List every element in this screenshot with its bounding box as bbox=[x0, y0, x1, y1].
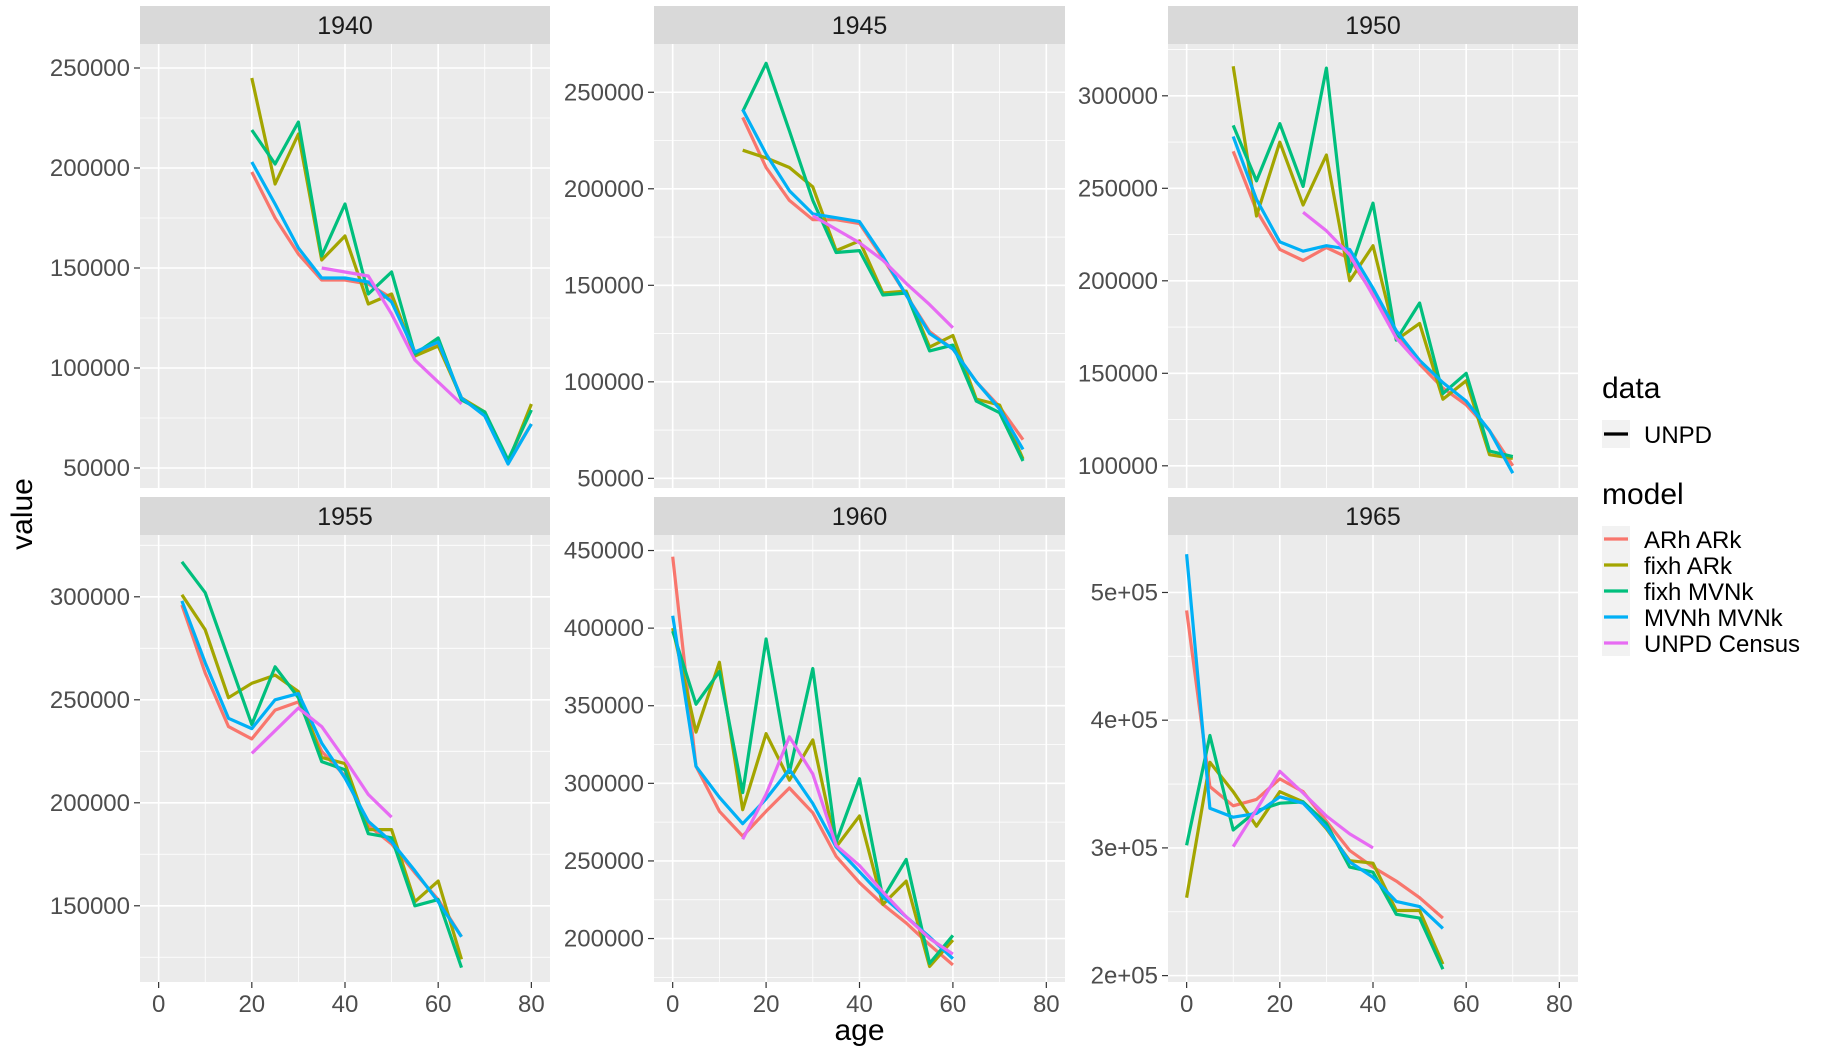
panel-1950-y-tick-label: 300000 bbox=[1078, 83, 1158, 110]
panel-1965-y-tick-label: 5e+05 bbox=[1091, 579, 1158, 606]
panel-1955-series-unpd-census bbox=[250, 706, 393, 819]
panel-1960-series-arh-ark bbox=[671, 556, 954, 967]
panel-1955-y-tick-label: 250000 bbox=[50, 687, 130, 714]
legend-data-label: UNPD bbox=[1644, 422, 1712, 449]
panel-1950-strip-label: 1950 bbox=[1345, 12, 1401, 40]
panel-1940-y-tick-label: 100000 bbox=[50, 355, 130, 382]
panel-1965-x-tick-label: 60 bbox=[1453, 991, 1480, 1018]
panel-1940-series-fixh-mvnk bbox=[250, 120, 533, 462]
panel-1960-y-tick-label: 250000 bbox=[564, 848, 644, 875]
panel-1955-y-tick-label: 150000 bbox=[50, 893, 130, 920]
panel-1940-y-tick-label: 250000 bbox=[50, 55, 130, 82]
panel-1945-y-tick-label: 250000 bbox=[564, 79, 644, 106]
panel-1945-series-mvnh-mvnk bbox=[741, 108, 1025, 451]
panel-1950-y-tick-label: 200000 bbox=[1078, 268, 1158, 295]
panel-1950-series-fixh-mvnk bbox=[1231, 66, 1514, 459]
panel-1955-x-tick-label: 40 bbox=[332, 991, 359, 1018]
panel-1955-x-tick-label: 60 bbox=[425, 991, 452, 1018]
panel-1960-x-tick-label: 40 bbox=[846, 991, 873, 1018]
panel-1945-strip-label: 1945 bbox=[832, 12, 888, 40]
panel-1950-series-unpd-census bbox=[1302, 211, 1421, 366]
legend-model-title: model bbox=[1602, 478, 1684, 511]
panel-1940-y-tick-label: 200000 bbox=[50, 155, 130, 182]
panel-1955-y-tick-label: 200000 bbox=[50, 790, 130, 817]
panel-1945-y-tick-label: 150000 bbox=[564, 272, 644, 299]
panel-1945-series-fixh-mvnk bbox=[741, 61, 1025, 462]
legend-model-label-arh-ark: ARh ARk bbox=[1644, 527, 1742, 554]
panel-1955-y-tick-label: 300000 bbox=[50, 584, 130, 611]
panel-1950-series-mvnh-mvnk bbox=[1231, 135, 1515, 474]
panel-1940-series-mvnh-mvnk bbox=[250, 161, 533, 466]
panel-1940-strip-label: 1940 bbox=[317, 12, 373, 40]
panel-1940-strip bbox=[140, 6, 550, 44]
panel-1960-x-tick-label: 60 bbox=[940, 991, 967, 1018]
panel-1960-series-fixh-ark bbox=[671, 627, 955, 969]
panel-1960-y-tick-label: 450000 bbox=[564, 538, 644, 565]
panel-1960-series-unpd-census bbox=[741, 735, 954, 956]
panel-1955-x-tick-label: 80 bbox=[518, 991, 545, 1018]
panel-1955-series-mvnh-mvnk bbox=[180, 600, 463, 938]
panel-1950-series-fixh-ark bbox=[1231, 65, 1514, 460]
panel-1955-x-tick-label: 0 bbox=[152, 991, 165, 1018]
panel-1965-strip bbox=[1168, 497, 1578, 535]
x-axis-title: age bbox=[834, 1014, 884, 1047]
panel-1960-x-tick-label: 20 bbox=[753, 991, 780, 1018]
panel-1965-series-unpd-census bbox=[1231, 769, 1374, 850]
panel-1960-y-tick-label: 350000 bbox=[564, 693, 644, 720]
panel-1950-y-tick-label: 250000 bbox=[1078, 175, 1158, 202]
panel-1960-series-fixh-mvnk bbox=[671, 630, 955, 966]
panel-1940-y-tick-label: 50000 bbox=[63, 455, 130, 482]
panel-1960-strip bbox=[654, 497, 1065, 535]
panel-1940-y-tick-label: 150000 bbox=[50, 255, 130, 282]
panel-1945-strip bbox=[654, 6, 1065, 44]
panel-1955-strip-label: 1955 bbox=[317, 503, 373, 531]
panel-1960-x-tick-label: 0 bbox=[666, 991, 679, 1018]
panel-1965-x-tick-label: 80 bbox=[1546, 991, 1573, 1018]
legend-model-label-fixh-ark: fixh ARk bbox=[1644, 553, 1733, 580]
legend-model-label-mvnh-mvnk: MVNh MVNk bbox=[1644, 605, 1784, 632]
panel-1960-strip-label: 1960 bbox=[832, 503, 888, 531]
panel-1955-x-tick-label: 20 bbox=[238, 991, 265, 1018]
legend-model-label-fixh-mvnk: fixh MVNk bbox=[1644, 579, 1754, 606]
panel-1955-strip bbox=[140, 497, 550, 535]
panel-1960-y-tick-label: 300000 bbox=[564, 770, 644, 797]
panel-1965-series-mvnh-mvnk bbox=[1185, 554, 1444, 930]
panel-1965-x-tick-label: 0 bbox=[1180, 991, 1193, 1018]
panel-1945-y-tick-label: 50000 bbox=[577, 465, 644, 492]
panel-1965-x-tick-label: 20 bbox=[1266, 991, 1293, 1018]
panel-1965-y-tick-label: 2e+05 bbox=[1091, 963, 1158, 990]
panel-1960-y-tick-label: 200000 bbox=[564, 926, 644, 953]
panel-1950-y-tick-label: 100000 bbox=[1078, 453, 1158, 480]
panel-1950-y-tick-label: 150000 bbox=[1078, 360, 1158, 387]
panel-1965-x-tick-label: 40 bbox=[1360, 991, 1387, 1018]
y-axis-title: value bbox=[6, 478, 39, 550]
panel-1960-y-tick-label: 400000 bbox=[564, 615, 644, 642]
panel-1945-y-tick-label: 100000 bbox=[564, 369, 644, 396]
panel-1945-series-unpd-census bbox=[811, 214, 955, 329]
legend-model-label-unpd-census: UNPD Census bbox=[1644, 631, 1800, 658]
panel-1965-y-tick-label: 4e+05 bbox=[1091, 707, 1158, 734]
panel-1955-series-fixh-mvnk bbox=[180, 560, 464, 969]
panel-1950-strip bbox=[1168, 6, 1578, 44]
legend-data-title: data bbox=[1602, 372, 1661, 405]
panel-1940-series-unpd-census bbox=[321, 266, 463, 406]
panel-1960-x-tick-label: 80 bbox=[1033, 991, 1060, 1018]
panel-1965-strip-label: 1965 bbox=[1345, 503, 1401, 531]
panel-1965-y-tick-label: 3e+05 bbox=[1091, 835, 1158, 862]
panel-1945-y-tick-label: 200000 bbox=[564, 176, 644, 203]
